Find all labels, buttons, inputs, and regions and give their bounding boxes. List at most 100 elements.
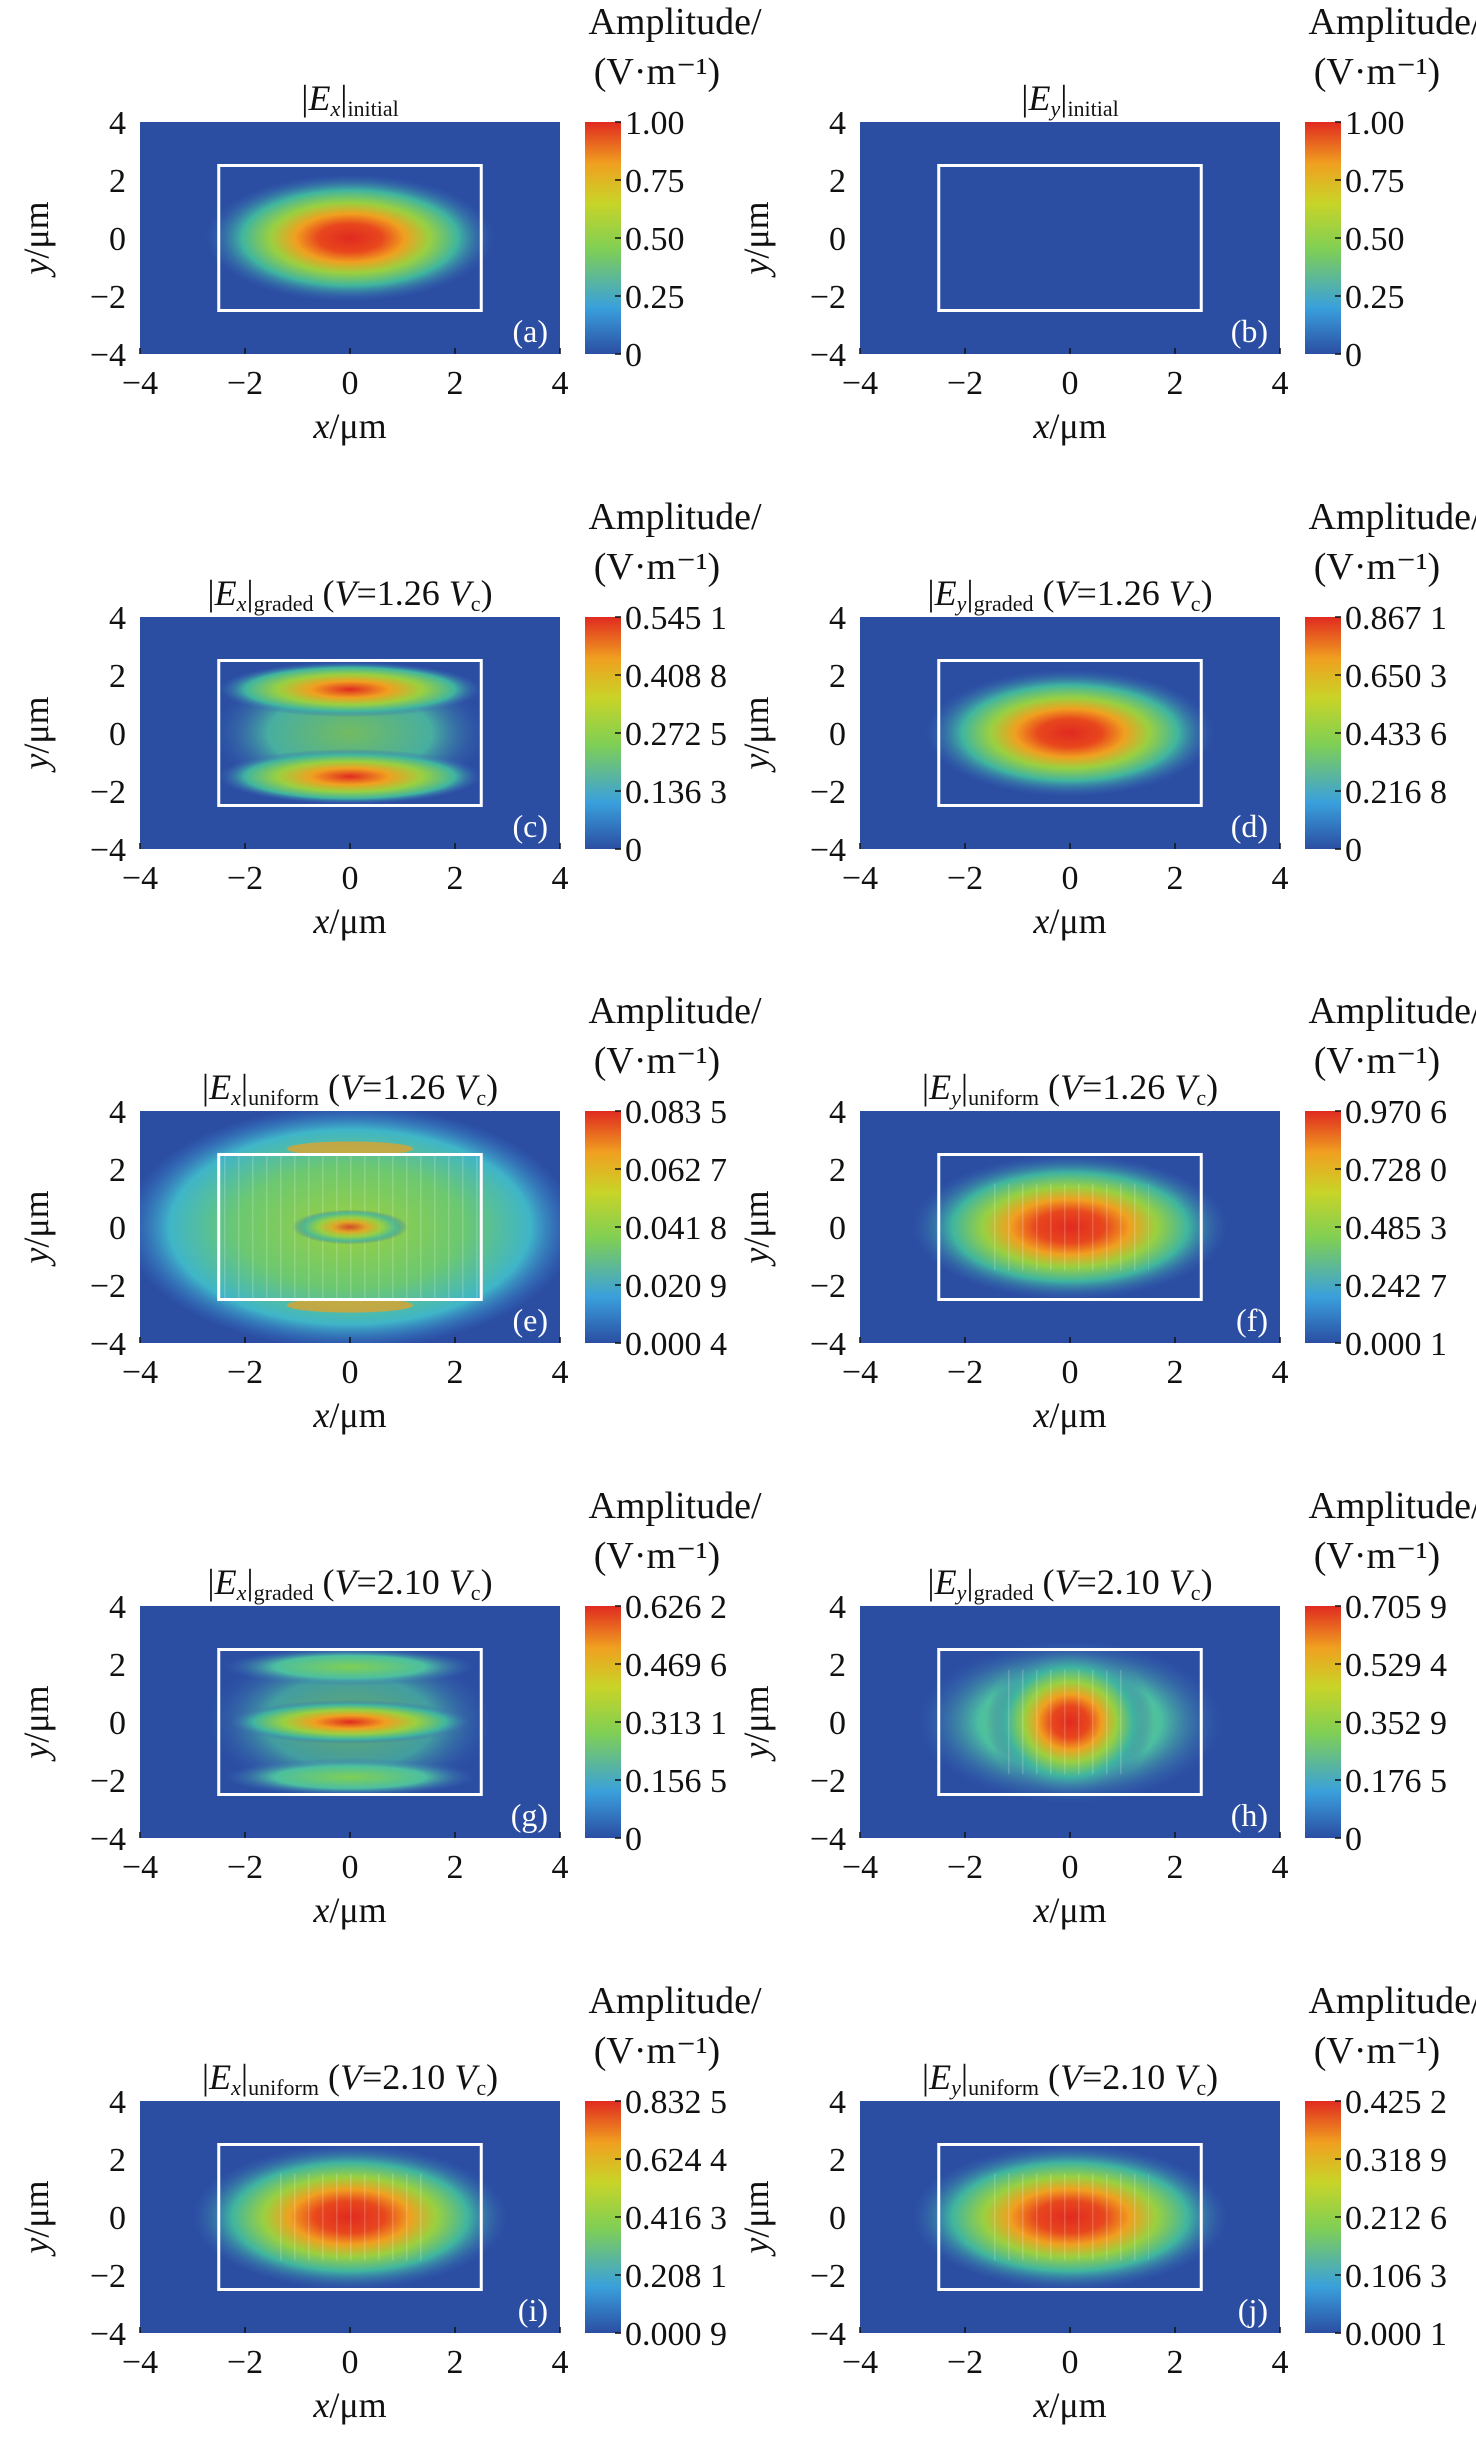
panel-a: (a) −4 −2 0 2 4 4 2 0 −2 −4 x/μm y/μm |Ex|initial 1.00… [16, 1, 762, 446]
y-tick-label: 2 [829, 1647, 846, 1684]
x-tick-label: 4 [552, 860, 569, 897]
y-tick-label: 2 [109, 163, 126, 200]
field-lobe-bottom [224, 1758, 476, 1796]
colorbar-tick-label: 0.212 6 [1345, 2200, 1447, 2237]
heatmap-plot [140, 1606, 560, 1838]
core-outline [937, 1648, 1203, 1796]
x-tick-label: 2 [447, 2344, 464, 2381]
x-tick-label: −4 [842, 2344, 878, 2381]
x-tick-label: −2 [947, 860, 983, 897]
colorbar-title: Amplitude/ [1308, 1980, 1476, 2022]
x-tick-label: 0 [342, 860, 359, 897]
y-tick-label: 4 [829, 105, 846, 142]
x-tick-label: −4 [842, 860, 878, 897]
x-tick-label: 4 [552, 2344, 569, 2381]
x-tick-label: −2 [947, 1354, 983, 1391]
panel-title: |Ey|uniform (V=2.10 Vc) [922, 2057, 1218, 2100]
y-tick-label: 0 [829, 221, 846, 258]
y-tick-label: −2 [90, 2258, 126, 2295]
panel-title: |Ey|initial [1021, 78, 1119, 121]
y-axis-label: y/μm [16, 1685, 56, 1761]
panel-label: (e) [512, 1302, 548, 1338]
x-tick-label: 0 [342, 1849, 359, 1886]
colorbar-tick-label: 0.020 9 [625, 1268, 727, 1305]
x-tick-label: 2 [447, 365, 464, 402]
heatmap-plot [140, 617, 560, 849]
colorbar-tick-label: 0.624 4 [625, 2142, 727, 2179]
x-tick-label: 4 [1272, 1354, 1289, 1391]
x-tick-label: 2 [1167, 365, 1184, 402]
y-tick-label: −2 [810, 1763, 846, 1800]
core-outline [217, 2143, 483, 2291]
y-axis-label: y/μm [736, 1685, 776, 1761]
y-tick-label: 2 [829, 2142, 846, 2179]
x-tick-label: 2 [1167, 860, 1184, 897]
colorbar-unit: (V·m⁻¹) [1314, 546, 1440, 588]
x-tick-label: 4 [1272, 860, 1289, 897]
x-tick-label: −2 [947, 1849, 983, 1886]
panel-g: (g) −4 −2 0 2 4 4 2 0 −2 −4 x/μm y/μm |Ex|graded (V=2… [16, 1485, 762, 1930]
x-axis-label: x/μm [1032, 1890, 1106, 1930]
x-tick-label: −4 [122, 365, 158, 402]
panel-label: (b) [1231, 313, 1268, 349]
field-center [292, 1209, 408, 1245]
heatmap-plot [860, 1111, 1280, 1343]
heatmap-plot [860, 617, 1280, 849]
x-tick-label: 4 [1272, 2344, 1289, 2381]
colorbar-tick-label: 0 [1345, 1821, 1362, 1858]
panel-e: (e) −4 −2 0 2 4 4 2 0 −2 −4 x/μm y/μm |Ex|uniform (V=… [16, 990, 762, 1435]
colorbar-unit: (V·m⁻¹) [1314, 1040, 1440, 1082]
x-tick-label: 0 [1062, 365, 1079, 402]
x-tick-label: 2 [1167, 1354, 1184, 1391]
x-tick-label: −4 [122, 860, 158, 897]
colorbar-tick-label: 0.313 1 [625, 1705, 727, 1742]
colorbar-tick-label: 0.106 3 [1345, 2258, 1447, 2295]
colorbar-tick-label: 0.425 2 [1345, 2084, 1447, 2121]
colorbar-title: Amplitude/ [1308, 990, 1476, 1032]
y-tick-label: 4 [109, 600, 126, 637]
y-tick-label: 0 [109, 221, 126, 258]
colorbar-tick-label: 0.416 3 [625, 2200, 727, 2237]
heatmap-plot [860, 122, 1280, 354]
x-tick-label: 2 [447, 1354, 464, 1391]
x-tick-label: −2 [227, 1849, 263, 1886]
colorbar-tick-label: 0.75 [625, 163, 685, 200]
colorbar-tick-label: 0.408 8 [625, 658, 727, 695]
x-tick-label: −2 [227, 365, 263, 402]
panel-d: (d) −4 −2 0 2 4 4 2 0 −2 −4 x/μm y/μm |Ey|graded (V=1… [736, 496, 1476, 941]
y-tick-label: 0 [109, 1705, 126, 1742]
field-stripes [991, 1183, 1149, 1271]
panel-title: |Ex|graded (V=2.10 Vc) [207, 1562, 492, 1605]
y-tick-label: −2 [90, 1268, 126, 1305]
y-tick-label: −4 [90, 337, 126, 374]
core-outline [937, 2143, 1203, 2291]
panel-label: (d) [1231, 808, 1268, 844]
x-tick-label: −2 [227, 2344, 263, 2381]
field-spot [205, 174, 495, 302]
panel-b: (b) −4 −2 0 2 4 4 2 0 −2 −4 x/μm y/μm |Ey|initial 1.00… [736, 1, 1476, 446]
colorbar-tick-label: 0.176 5 [1345, 1763, 1447, 1800]
core-outline [217, 1648, 483, 1796]
panel-label: (g) [511, 1797, 548, 1833]
y-tick-label: 4 [829, 600, 846, 637]
y-tick-label: 4 [109, 1094, 126, 1131]
core-outline [217, 1153, 483, 1301]
heatmap-plot [860, 1606, 1280, 1838]
colorbar-unit: (V·m⁻¹) [594, 1040, 720, 1082]
colorbar-tick-label: 0.433 6 [1345, 716, 1447, 753]
y-tick-label: 4 [829, 1589, 846, 1626]
colorbar-tick-label: 0 [1345, 337, 1362, 374]
y-tick-label: −2 [810, 774, 846, 811]
colorbar-tick-label: 0 [625, 832, 642, 869]
x-tick-label: 0 [1062, 1354, 1079, 1391]
panel-title: |Ey|graded (V=1.26 Vc) [927, 573, 1212, 616]
x-tick-label: −4 [842, 1849, 878, 1886]
y-tick-label: −4 [90, 2316, 126, 2353]
y-tick-label: 4 [829, 2084, 846, 2121]
y-axis-label: y/μm [736, 1190, 776, 1266]
x-tick-label: 2 [447, 1849, 464, 1886]
colorbar-tick-label: 0.545 1 [625, 600, 727, 637]
core-outline [937, 1153, 1203, 1301]
x-tick-label: −4 [842, 365, 878, 402]
